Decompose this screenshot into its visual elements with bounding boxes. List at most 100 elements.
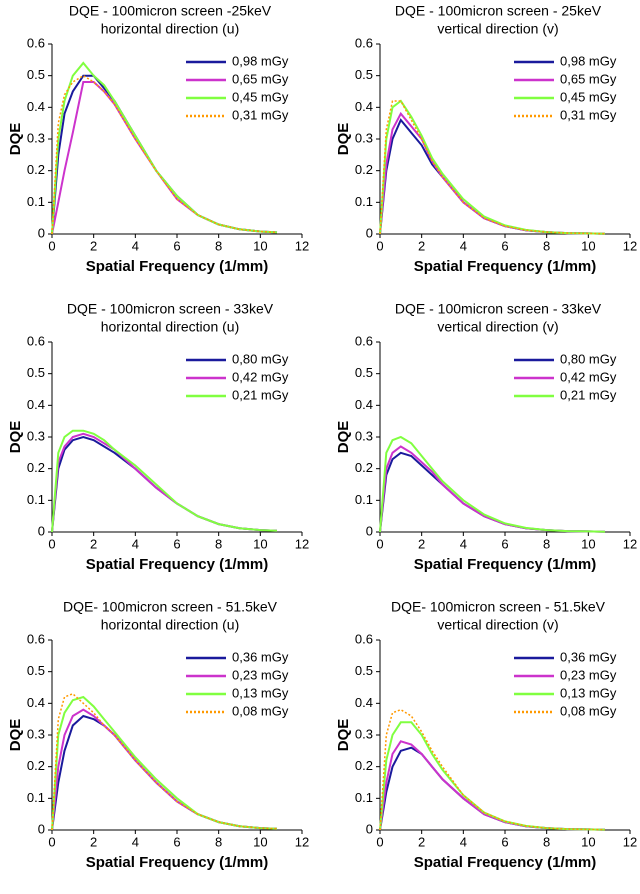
x-tick-label: 6 <box>173 238 180 253</box>
legend-label: 0,13 mGy <box>232 685 289 700</box>
panel: 0 0.1 0.2 0.3 0.4 0.5 0.6 0 2 4 6 8 10 12 DQE- 100micr… <box>7 599 309 871</box>
y-tick-label: 0 <box>366 821 373 836</box>
x-tick-label: 10 <box>253 238 267 253</box>
y-tick-label: 0.1 <box>355 790 373 805</box>
x-tick-label: 0 <box>376 238 383 253</box>
legend-label: 0,98 mGy <box>232 53 289 68</box>
y-tick-label: 0 <box>38 225 45 240</box>
x-tick-label: 6 <box>501 834 508 849</box>
y-tick-label: 0.4 <box>27 695 45 710</box>
legend-label: 0,31 mGy <box>560 107 617 122</box>
x-tick-label: 12 <box>295 238 309 253</box>
x-tick-label: 12 <box>295 536 309 551</box>
x-tick-label: 8 <box>215 536 222 551</box>
x-tick-label: 0 <box>48 834 55 849</box>
series-line <box>379 100 606 235</box>
y-tick-label: 0.5 <box>27 67 45 82</box>
chart-title: DQE- 100micron screen - 51.5keV <box>63 599 278 615</box>
y-tick-label: 0.6 <box>355 631 373 646</box>
chart-subtitle: vertical direction (v) <box>437 319 558 335</box>
x-tick-label: 4 <box>460 238 467 253</box>
y-tick-label: 0.1 <box>27 194 45 209</box>
x-tick-label: 0 <box>48 536 55 551</box>
x-axis-label: Spatial Frequency (1/mm) <box>414 556 597 573</box>
y-tick-label: 0.1 <box>27 790 45 805</box>
x-axis-label: Spatial Frequency (1/mm) <box>414 854 597 871</box>
series-line <box>379 721 606 831</box>
y-tick-label: 0.2 <box>27 460 45 475</box>
x-tick-label: 0 <box>376 536 383 551</box>
y-tick-label: 0.3 <box>355 428 373 443</box>
chart-title: DQE - 100micron screen - 33keV <box>395 301 602 317</box>
chart-title: DQE - 100micron screen - 33keV <box>67 301 274 317</box>
legend-label: 0,80 mGy <box>232 351 289 366</box>
series-line <box>51 61 278 235</box>
x-tick-label: 2 <box>418 834 425 849</box>
y-tick-label: 0.5 <box>355 365 373 380</box>
y-tick-label: 0.4 <box>355 99 373 114</box>
legend-label: 0,23 mGy <box>232 667 289 682</box>
series-line <box>51 714 278 831</box>
x-tick-label: 0 <box>376 834 383 849</box>
x-tick-label: 6 <box>173 834 180 849</box>
y-tick-label: 0 <box>366 225 373 240</box>
y-tick-label: 0.3 <box>27 726 45 741</box>
legend-label: 0,45 mGy <box>232 89 289 104</box>
y-tick-label: 0.6 <box>27 333 45 348</box>
x-axis-label: Spatial Frequency (1/mm) <box>86 556 269 573</box>
legend-label: 0,36 mGy <box>560 649 617 664</box>
legend-label: 0,65 mGy <box>232 71 289 86</box>
y-tick-label: 0.4 <box>355 695 373 710</box>
chart-subtitle: vertical direction (v) <box>437 617 558 633</box>
legend-label: 0,21 mGy <box>232 387 289 402</box>
series-line <box>379 708 606 831</box>
x-tick-label: 10 <box>581 238 595 253</box>
x-tick-label: 6 <box>501 238 508 253</box>
panel: 0 0.1 0.2 0.3 0.4 0.5 0.6 0 2 4 6 8 10 12 DQE- 100micr… <box>335 599 637 871</box>
y-tick-label: 0.2 <box>355 758 373 773</box>
y-tick-label: 0 <box>38 523 45 538</box>
x-tick-label: 8 <box>543 834 550 849</box>
series-line <box>51 695 278 831</box>
series-line <box>51 708 278 831</box>
chart-subtitle: horizontal direction (u) <box>101 21 240 37</box>
y-tick-label: 0 <box>38 821 45 836</box>
legend-label: 0,36 mGy <box>232 649 289 664</box>
x-tick-label: 6 <box>173 536 180 551</box>
legend-label: 0,80 mGy <box>560 351 617 366</box>
y-tick-label: 0.6 <box>27 35 45 50</box>
y-tick-label: 0.2 <box>355 460 373 475</box>
y-tick-label: 0.1 <box>27 492 45 507</box>
y-axis-label: DQE <box>7 719 24 752</box>
series-line <box>51 81 278 235</box>
chart-title: DQE - 100micron screen - 25keV <box>395 3 602 19</box>
chart-subtitle: horizontal direction (u) <box>101 617 240 633</box>
x-tick-label: 8 <box>543 238 550 253</box>
legend-label: 0,08 mGy <box>560 703 617 718</box>
y-tick-label: 0.4 <box>355 397 373 412</box>
legend-label: 0,42 mGy <box>560 369 617 384</box>
x-tick-label: 4 <box>132 536 139 551</box>
x-tick-label: 4 <box>460 536 467 551</box>
x-axis-label: Spatial Frequency (1/mm) <box>86 854 269 871</box>
x-tick-label: 10 <box>253 834 267 849</box>
x-tick-label: 4 <box>460 834 467 849</box>
x-tick-label: 10 <box>581 834 595 849</box>
y-tick-label: 0.2 <box>27 162 45 177</box>
y-tick-label: 0.1 <box>355 492 373 507</box>
x-tick-label: 8 <box>215 834 222 849</box>
legend-label: 0,13 mGy <box>560 685 617 700</box>
y-tick-label: 0.3 <box>27 428 45 443</box>
y-tick-label: 0.6 <box>27 631 45 646</box>
y-tick-label: 0.5 <box>27 365 45 380</box>
panel: 0 0.1 0.2 0.3 0.4 0.5 0.6 0 2 4 6 8 10 12 DQE - 100mic… <box>7 3 309 275</box>
series-line <box>51 432 278 533</box>
series-line <box>379 111 606 235</box>
x-tick-label: 4 <box>132 834 139 849</box>
chart-title: DQE- 100micron screen - 51.5keV <box>391 599 606 615</box>
y-tick-label: 0.5 <box>355 67 373 82</box>
y-tick-label: 0.6 <box>355 333 373 348</box>
x-tick-label: 2 <box>90 536 97 551</box>
